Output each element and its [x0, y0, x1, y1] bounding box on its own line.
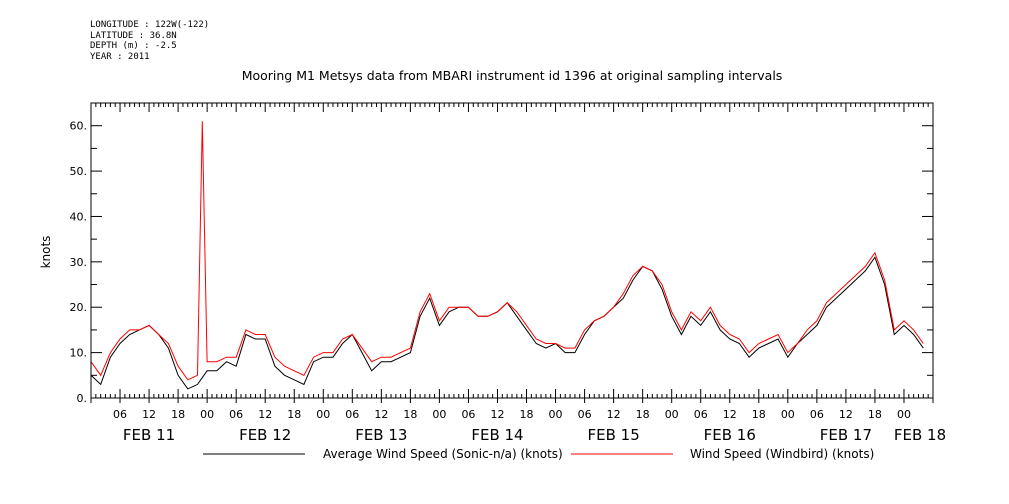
hour-tick-label: 06 — [578, 408, 592, 421]
y-tick-label: 40. — [70, 210, 88, 223]
hour-tick-label: 12 — [839, 408, 853, 421]
hour-tick-label: 00 — [432, 408, 446, 421]
hour-tick-label: 12 — [490, 408, 504, 421]
y-tick-label: 50. — [70, 165, 88, 178]
legend-label-average: Average Wind Speed (Sonic-n/a) (knots) — [323, 447, 563, 461]
meta-latitude: LATITUDE : 36.8N — [90, 30, 177, 41]
day-label: FEB 12 — [239, 426, 291, 444]
hour-tick-label: 12 — [258, 408, 272, 421]
hour-tick-label: 00 — [665, 408, 679, 421]
hour-tick-label: 18 — [868, 408, 882, 421]
hour-tick-label: 12 — [374, 408, 388, 421]
day-label: FEB 13 — [355, 426, 407, 444]
y-tick-label: 10. — [70, 347, 88, 360]
day-label: FEB 11 — [123, 426, 175, 444]
hour-tick-label: 12 — [142, 408, 156, 421]
hour-tick-label: 06 — [461, 408, 475, 421]
chart-title: Mooring M1 Metsys data from MBARI instru… — [242, 68, 783, 83]
hour-tick-label: 18 — [636, 408, 650, 421]
hour-tick-label: 00 — [897, 408, 911, 421]
meta-depth: DEPTH (m) : -2.5 — [90, 41, 177, 51]
hour-tick-label: 06 — [229, 408, 243, 421]
hour-tick-label: 00 — [781, 408, 795, 421]
y-tick-label: 30. — [70, 256, 88, 269]
day-label: FEB 15 — [587, 426, 639, 444]
hour-tick-label: 18 — [171, 408, 185, 421]
hour-tick-label: 12 — [723, 408, 737, 421]
hour-tick-label: 00 — [316, 408, 330, 421]
y-tick-label: 0. — [77, 392, 88, 405]
legend-label-windbird: Wind Speed (Windbird) (knots) — [690, 447, 874, 461]
hour-tick-label: 06 — [694, 408, 708, 421]
hour-tick-label: 06 — [113, 408, 127, 421]
meta-longitude: LONGITUDE : 122W(-122) — [90, 20, 210, 30]
plot-frame — [90, 102, 934, 399]
x-axis-labels: 06 12 18 00 06 12 18 00 06 12 18 00 06 12 18 00 06 12 18 00… — [113, 408, 946, 444]
day-label: FEB 18 — [894, 426, 946, 444]
day-label: FEB 16 — [704, 426, 756, 444]
y-tick-label: 60. — [70, 120, 88, 133]
hour-tick-label: 18 — [752, 408, 766, 421]
y-tick-label: 20. — [70, 301, 88, 314]
hour-tick-label: 18 — [520, 408, 534, 421]
hour-tick-label: 00 — [200, 408, 214, 421]
series-windbird-wind-speed — [90, 121, 924, 381]
day-label: FEB 17 — [820, 426, 872, 444]
hour-tick-label: 06 — [810, 408, 824, 421]
hour-tick-label: 18 — [403, 408, 417, 421]
axes-group: 0. 10. 20. 30. 40. 50. 60. — [70, 103, 934, 405]
series-average-wind-speed — [90, 256, 924, 390]
hour-tick-label: 06 — [345, 408, 359, 421]
meta-year: YEAR : 2011 — [90, 51, 150, 62]
metadata-block: LONGITUDE : 122W(-122) LATITUDE : 36.8N … — [90, 20, 209, 62]
legend: Average Wind Speed (Sonic-n/a) (knots) Wi… — [203, 447, 874, 461]
day-label: FEB 14 — [471, 426, 523, 444]
series-layer — [90, 121, 924, 390]
hour-tick-label: 12 — [607, 408, 621, 421]
hour-tick-label: 18 — [287, 408, 301, 421]
y-axis-label: knots — [39, 236, 53, 269]
hour-tick-label: 00 — [549, 408, 563, 421]
